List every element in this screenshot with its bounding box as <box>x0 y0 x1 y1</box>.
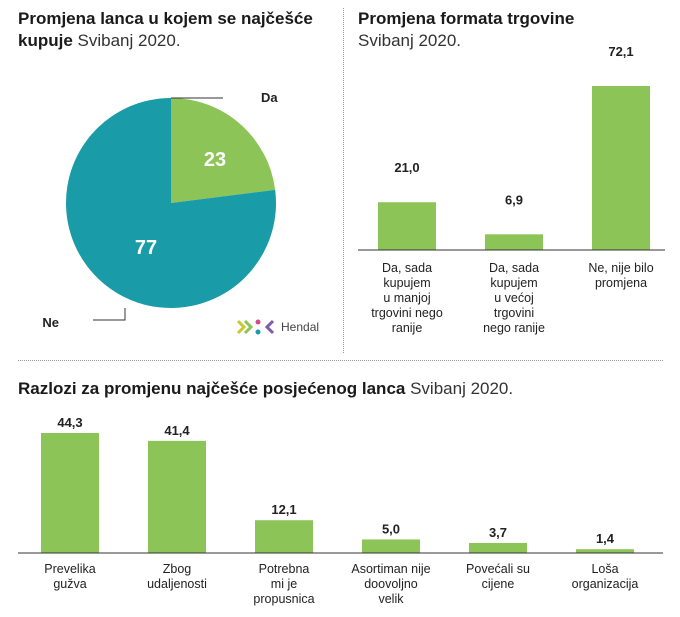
reasons-bar-2 <box>148 440 206 553</box>
hendal-logo-icon <box>236 319 275 335</box>
reasons-chart-title: Razlozi za promjenu najčešće posjećenog … <box>18 378 678 400</box>
reasons-category-label-3: Potrebna mi je propusnica <box>253 562 314 606</box>
hendal-logo-text: Hendal <box>281 320 320 334</box>
reasons-category-label-2: Zbog udaljenosti <box>147 562 207 591</box>
pie-leader-line-ne <box>93 308 126 321</box>
format-value-label-2: 6,9 <box>505 192 523 207</box>
panel-divider-horizontal <box>18 360 663 361</box>
format-value-label-1: 21,0 <box>394 160 419 175</box>
format-category-label-2: Da, sada kupujem u većoj trgovini nego ranij… <box>483 261 545 335</box>
panel-divider-vertical <box>343 8 344 353</box>
format-chart-title-main: Promjena formata trgovine <box>358 9 575 28</box>
reasons-value-label-1: 44,3 <box>57 415 82 430</box>
reasons-chart-subtitle: Svibanj 2020. <box>410 379 514 398</box>
format-chart-title: Promjena formata trgovine Svibanj 2020. <box>358 8 678 52</box>
reasons-bar-1 <box>41 433 99 553</box>
reasons-value-label-6: 1,4 <box>596 531 615 546</box>
reasons-value-label-3: 12,1 <box>271 502 296 517</box>
reasons-bar-4 <box>362 539 420 553</box>
pie-chart-title: Promjena lanca u kojem se najčešće kupuj… <box>18 8 338 52</box>
pie-chart-subtitle: Svibanj 2020. <box>77 31 181 50</box>
pie-chart-title-main: Promjena lanca u kojem se najčešće kupuj… <box>18 9 313 50</box>
pie-category-label-ne: Ne <box>42 315 59 330</box>
reasons-value-label-5: 3,7 <box>489 525 507 540</box>
reasons-category-label-4: Asortiman nije doovoljno velik <box>351 562 430 606</box>
pie-value-label-da: 23 <box>204 149 226 171</box>
format-bar-2 <box>485 234 543 250</box>
pie-slice-ne <box>66 98 277 308</box>
format-chart-subtitle: Svibanj 2020. <box>358 31 462 50</box>
reasons-value-label-2: 41,4 <box>164 423 190 438</box>
reasons-category-label-1: Prevelika gužva <box>44 562 95 591</box>
reasons-category-label-5: Povećali su cijene <box>466 562 530 591</box>
format-category-label-1: Da, sada kupujem u manjoj trgovini nego rani… <box>371 261 443 335</box>
reasons-bar-5 <box>469 542 527 553</box>
pie-value-label-ne: 77 <box>135 237 157 259</box>
reasons-bar-3 <box>255 520 313 553</box>
format-value-label-3: 72,1 <box>608 44 633 59</box>
reasons-category-label-6: Loša organizacija <box>572 562 639 591</box>
pie-category-label-da: Da <box>261 90 278 105</box>
format-bar-3 <box>592 86 650 250</box>
format-category-label-3: Ne, nije bilo promjena <box>588 261 653 290</box>
pie-slice-da <box>171 98 276 203</box>
format-bar-1 <box>378 202 436 250</box>
reasons-chart-title-main: Razlozi za promjenu najčešće posjećenog … <box>18 379 406 398</box>
reasons-bar-6 <box>576 549 634 553</box>
hendal-logo: Hendal <box>236 317 319 337</box>
reasons-value-label-4: 5,0 <box>382 521 400 536</box>
